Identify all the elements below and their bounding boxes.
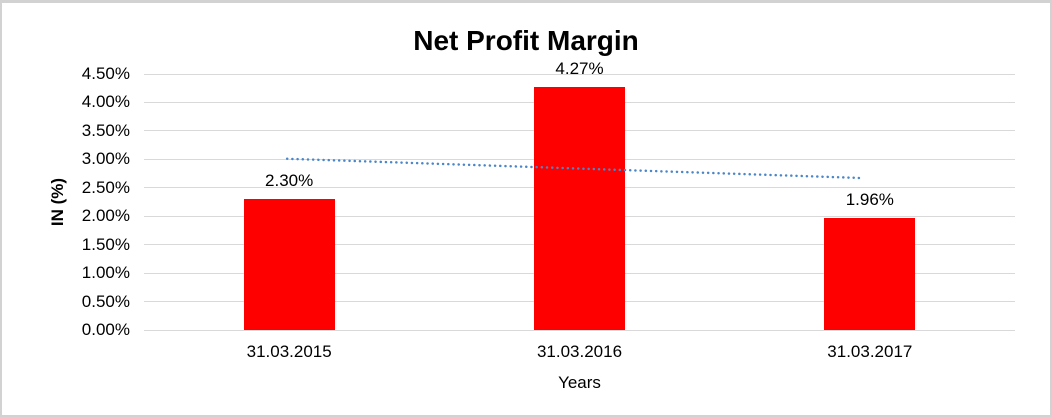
y-tick-label: 3.00% bbox=[81, 149, 130, 169]
y-tick-label: 0.50% bbox=[81, 291, 130, 311]
bar-value-label: 4.27% bbox=[555, 59, 604, 79]
bar bbox=[534, 87, 625, 330]
bar-value-label: 1.96% bbox=[845, 190, 894, 210]
gridline bbox=[144, 329, 1015, 331]
y-tick-label: 4.00% bbox=[81, 92, 130, 112]
bar-value-label: 2.30% bbox=[265, 171, 314, 191]
bar bbox=[243, 199, 335, 330]
bar bbox=[824, 218, 916, 330]
gridline bbox=[144, 73, 1015, 75]
y-tick-label: 2.00% bbox=[81, 206, 130, 226]
x-tick-label: 31.03.2017 bbox=[827, 342, 913, 361]
x-axis-title: Years bbox=[558, 373, 601, 392]
y-tick-label: 4.50% bbox=[81, 64, 130, 83]
y-tick-label: 1.50% bbox=[81, 234, 130, 254]
y-tick-label: 3.50% bbox=[81, 120, 130, 140]
chart-title: Net Profit Margin bbox=[413, 25, 639, 56]
y-tick-label: 1.00% bbox=[81, 263, 130, 283]
y-tick-label: 2.50% bbox=[81, 177, 130, 197]
x-tick-label: 31.03.2016 bbox=[536, 342, 623, 361]
x-tick-label: 31.03.2015 bbox=[246, 342, 332, 361]
y-tick-label: 0.00% bbox=[81, 320, 130, 339]
